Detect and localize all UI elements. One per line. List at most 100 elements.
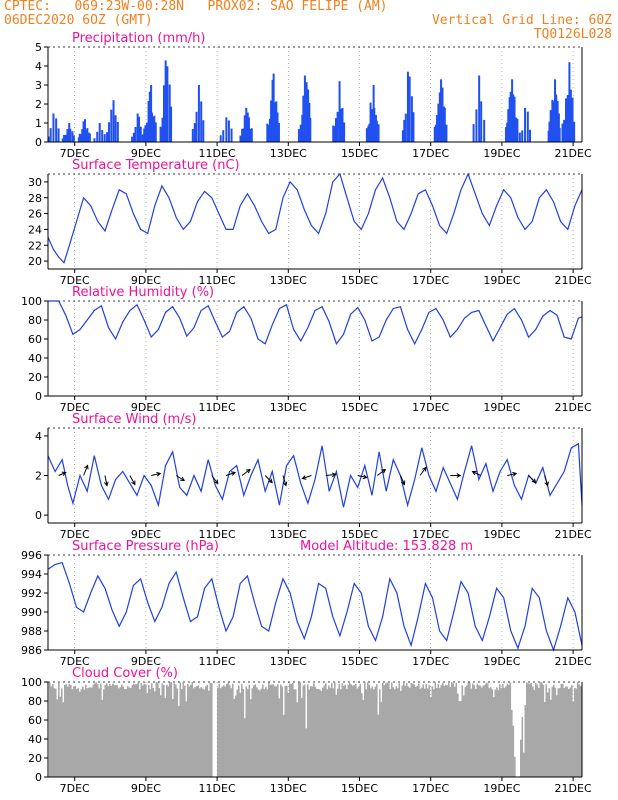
cloud-column bbox=[175, 684, 177, 777]
wind-arrow-head bbox=[268, 478, 273, 484]
cloud-column bbox=[209, 682, 212, 777]
cloud-column bbox=[566, 686, 569, 777]
precip-bar bbox=[438, 92, 441, 142]
cloud-column bbox=[352, 685, 354, 777]
cloud-column bbox=[499, 684, 501, 777]
cloud-column bbox=[59, 696, 62, 777]
wind-arrow-head bbox=[512, 471, 518, 477]
precip-bar bbox=[524, 107, 527, 142]
cloud-column bbox=[343, 685, 345, 777]
cloud-column bbox=[367, 682, 369, 777]
precip-bar bbox=[333, 126, 336, 142]
y-tick-label: 994 bbox=[21, 568, 42, 581]
y-tick-label: 4 bbox=[35, 60, 42, 73]
cloud-column bbox=[542, 684, 545, 777]
cloud-column bbox=[269, 684, 272, 777]
cloud-column bbox=[322, 687, 324, 777]
cloud-column bbox=[97, 684, 99, 777]
cloud-column bbox=[304, 684, 306, 777]
wind-arrow bbox=[58, 472, 66, 476]
precip-bar bbox=[225, 117, 228, 142]
precip-bar bbox=[137, 116, 140, 142]
cloud-column bbox=[538, 688, 540, 777]
cloud-column bbox=[403, 683, 405, 777]
cloud-column bbox=[442, 682, 444, 777]
wind-arrow-head bbox=[84, 464, 89, 470]
precip-bar bbox=[277, 122, 280, 142]
cloud-column bbox=[295, 689, 297, 777]
x-tick-label: 17DEC bbox=[412, 655, 449, 668]
cloud-column bbox=[148, 684, 150, 777]
wind-arrow bbox=[507, 473, 517, 476]
panel-title: Precipitation (mm/h) bbox=[72, 31, 205, 46]
x-tick-label: 9DEC bbox=[131, 655, 161, 668]
y-tick-label: 24 bbox=[28, 223, 42, 236]
cloud-column bbox=[482, 685, 485, 777]
wind-arrow bbox=[225, 472, 236, 476]
wind-arrow bbox=[399, 475, 405, 485]
cloud-column bbox=[161, 683, 164, 777]
cloud-column bbox=[311, 686, 314, 777]
cloud-column bbox=[293, 689, 296, 777]
precip-bar bbox=[249, 128, 252, 142]
precip-bar bbox=[566, 95, 569, 142]
cloud-column bbox=[434, 682, 437, 777]
cloud-column bbox=[77, 688, 80, 777]
cloud-column bbox=[68, 683, 71, 777]
x-tick-label: 19DEC bbox=[483, 401, 520, 414]
precip-bar bbox=[549, 110, 552, 142]
cloud-column bbox=[115, 685, 117, 777]
cloud-column bbox=[548, 688, 551, 777]
cloud-column bbox=[224, 686, 227, 777]
panel-title: Surface Wind (m/s) bbox=[72, 412, 196, 427]
precip-bar bbox=[341, 107, 344, 142]
panel-1: Precipitation (mm/h) 0 1 2 3 4 5 7DEC 9DEC 11DEC 1… bbox=[35, 31, 592, 160]
precip-bar bbox=[131, 136, 134, 142]
wind-arrow-head bbox=[104, 481, 109, 487]
cloud-column bbox=[227, 682, 230, 777]
cloud-column bbox=[544, 702, 546, 777]
cloud-column bbox=[326, 689, 329, 777]
cloud-column bbox=[341, 683, 344, 777]
cloud-column bbox=[112, 683, 114, 777]
wind-arrow-head bbox=[400, 480, 406, 486]
cloud-column bbox=[568, 688, 570, 777]
cloud-column bbox=[350, 684, 353, 777]
cloud-column bbox=[226, 683, 228, 777]
precip-bar bbox=[434, 124, 437, 142]
cloud-column bbox=[268, 682, 270, 777]
cloud-column bbox=[508, 685, 510, 777]
y-tick-label: 28 bbox=[28, 192, 42, 205]
cloud-column bbox=[460, 701, 462, 777]
x-tick-label: 17DEC bbox=[412, 401, 449, 414]
cloud-column bbox=[55, 688, 57, 777]
cloud-column bbox=[82, 686, 84, 777]
cloud-column bbox=[395, 686, 398, 777]
precip-bar bbox=[336, 111, 339, 142]
precip-bar bbox=[57, 128, 60, 142]
cloud-column bbox=[407, 686, 410, 777]
precip-bar bbox=[63, 134, 66, 142]
y-tick-label: 0 bbox=[35, 136, 42, 149]
precip-bar bbox=[93, 138, 96, 142]
wind-arrow bbox=[241, 469, 251, 476]
precip-bar bbox=[136, 113, 139, 142]
cloud-column bbox=[496, 687, 498, 777]
precip-bar bbox=[147, 101, 150, 142]
precip-bar bbox=[338, 81, 341, 142]
precip-bar bbox=[247, 117, 250, 142]
y-tick-label: 100 bbox=[21, 295, 42, 308]
cloud-column bbox=[512, 725, 515, 777]
cloud-column bbox=[151, 683, 153, 777]
precip-bar bbox=[343, 122, 346, 142]
cloud-column bbox=[263, 689, 266, 777]
wind-arrow-head bbox=[331, 472, 337, 478]
cloud-column bbox=[64, 684, 66, 777]
y-tick-label: 20 bbox=[28, 255, 42, 268]
precip-bar bbox=[440, 79, 443, 142]
cloud-column bbox=[385, 683, 387, 777]
precip-bar bbox=[82, 121, 85, 142]
cloud-column bbox=[199, 688, 201, 777]
cloud-column bbox=[253, 685, 255, 777]
